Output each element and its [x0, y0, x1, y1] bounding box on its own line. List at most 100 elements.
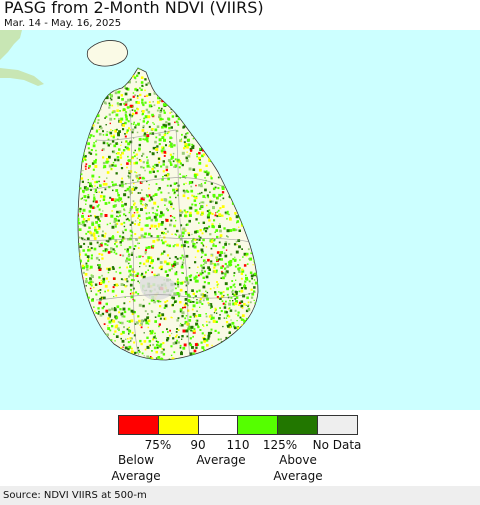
ndvi-pixel	[205, 313, 207, 315]
ndvi-pixel	[88, 151, 91, 154]
ndvi-pixel	[151, 271, 153, 274]
ndvi-pixel	[142, 255, 144, 258]
ndvi-pixel	[224, 310, 227, 314]
ndvi-pixel	[180, 352, 183, 356]
ndvi-pixel	[98, 244, 101, 247]
ndvi-pixel	[182, 235, 184, 238]
ndvi-pixel	[142, 304, 145, 308]
ndvi-pixel	[159, 305, 162, 308]
ndvi-pixel	[147, 246, 151, 249]
ndvi-pixel	[181, 133, 183, 136]
ndvi-pixel	[161, 152, 163, 154]
ndvi-pixel	[175, 234, 177, 236]
ndvi-pixel	[112, 136, 115, 139]
ndvi-pixel	[82, 218, 86, 221]
ndvi-pixel	[130, 340, 132, 342]
ndvi-pixel	[134, 94, 137, 97]
ndvi-pixel	[94, 215, 96, 218]
ndvi-pixel	[105, 285, 107, 287]
ndvi-pixel	[132, 105, 134, 108]
ndvi-pixel	[128, 253, 130, 256]
ndvi-pixel	[224, 254, 228, 258]
ndvi-pixel	[253, 299, 255, 301]
ndvi-pixel	[175, 129, 179, 133]
ndvi-pixel	[216, 281, 218, 283]
ndvi-pixel	[208, 157, 211, 160]
ndvi-pixel	[171, 115, 175, 118]
ndvi-pixel	[90, 149, 93, 152]
ndvi-pixel	[242, 294, 246, 298]
ndvi-pixel	[181, 272, 183, 274]
ndvi-pixel	[196, 211, 200, 215]
ndvi-pixel	[149, 356, 152, 358]
ndvi-pixel	[253, 286, 256, 289]
ndvi-pixel	[92, 144, 96, 148]
ndvi-pixel	[119, 235, 122, 238]
ndvi-pixel	[160, 358, 164, 360]
ndvi-pixel	[235, 215, 239, 219]
ndvi-pixel	[226, 235, 228, 237]
ndvi-pixel	[177, 158, 180, 162]
ndvi-pixel	[211, 225, 215, 228]
ndvi-pixel	[216, 215, 219, 218]
ndvi-pixel	[124, 92, 128, 96]
ndvi-pixel	[90, 247, 93, 250]
ndvi-pixel	[136, 272, 140, 275]
ndvi-pixel	[151, 350, 153, 352]
ndvi-pixel	[203, 227, 206, 230]
ndvi-pixel	[196, 272, 198, 274]
ndvi-pixel	[224, 303, 227, 306]
ndvi-pixel	[139, 266, 141, 268]
ndvi-pixel	[87, 181, 89, 184]
ndvi-pixel	[228, 323, 232, 327]
legend-above-line1: Above	[279, 453, 317, 467]
ndvi-pixel	[128, 170, 130, 172]
ndvi-pixel	[147, 110, 151, 114]
ndvi-pixel	[228, 195, 231, 198]
ndvi-pixel	[110, 319, 114, 322]
ndvi-pixel	[215, 229, 219, 232]
ndvi-pixel	[171, 317, 173, 319]
ndvi-pixel	[194, 314, 198, 318]
ndvi-pixel	[117, 216, 119, 218]
ndvi-pixel	[108, 313, 112, 317]
ndvi-pixel	[144, 250, 147, 253]
ndvi-pixel	[161, 331, 164, 334]
ndvi-pixel	[150, 235, 153, 238]
ndvi-pixel	[164, 174, 166, 177]
ndvi-pixel	[117, 219, 120, 222]
ndvi-pixel	[200, 242, 203, 245]
ndvi-pixel	[170, 206, 173, 208]
ndvi-pixel	[105, 240, 108, 242]
ndvi-pixel	[128, 171, 131, 175]
ndvi-pixel	[189, 147, 193, 151]
ndvi-pixel	[166, 274, 169, 277]
ndvi-pixel	[83, 186, 87, 190]
ndvi-pixel	[153, 273, 156, 276]
ndvi-pixel	[176, 319, 179, 322]
ndvi-pixel	[167, 243, 169, 245]
ndvi-pixel	[177, 285, 180, 288]
ndvi-pixel	[123, 315, 126, 318]
ndvi-pixel	[219, 236, 222, 239]
ndvi-pixel	[126, 328, 129, 331]
ndvi-pixel	[128, 186, 131, 189]
ndvi-pixel	[218, 317, 221, 320]
ndvi-pixel	[101, 274, 103, 277]
ndvi-pixel	[205, 246, 208, 248]
ndvi-pixel	[82, 212, 84, 214]
ndvi-pixel	[149, 166, 151, 168]
ndvi-pixel	[116, 231, 119, 233]
ndvi-pixel	[132, 186, 134, 188]
ndvi-pixel	[88, 226, 91, 229]
ndvi-pixel	[121, 339, 125, 343]
ndvi-pixel	[201, 251, 204, 254]
ndvi-pixel	[219, 307, 221, 309]
ndvi-pixel	[221, 185, 225, 189]
ndvi-pixel	[150, 331, 154, 335]
ndvi-pixel	[121, 152, 124, 155]
ndvi-pixel	[233, 243, 237, 246]
ndvi-pixel	[139, 199, 143, 203]
ndvi-pixel	[155, 136, 158, 139]
ndvi-pixel	[154, 316, 157, 318]
